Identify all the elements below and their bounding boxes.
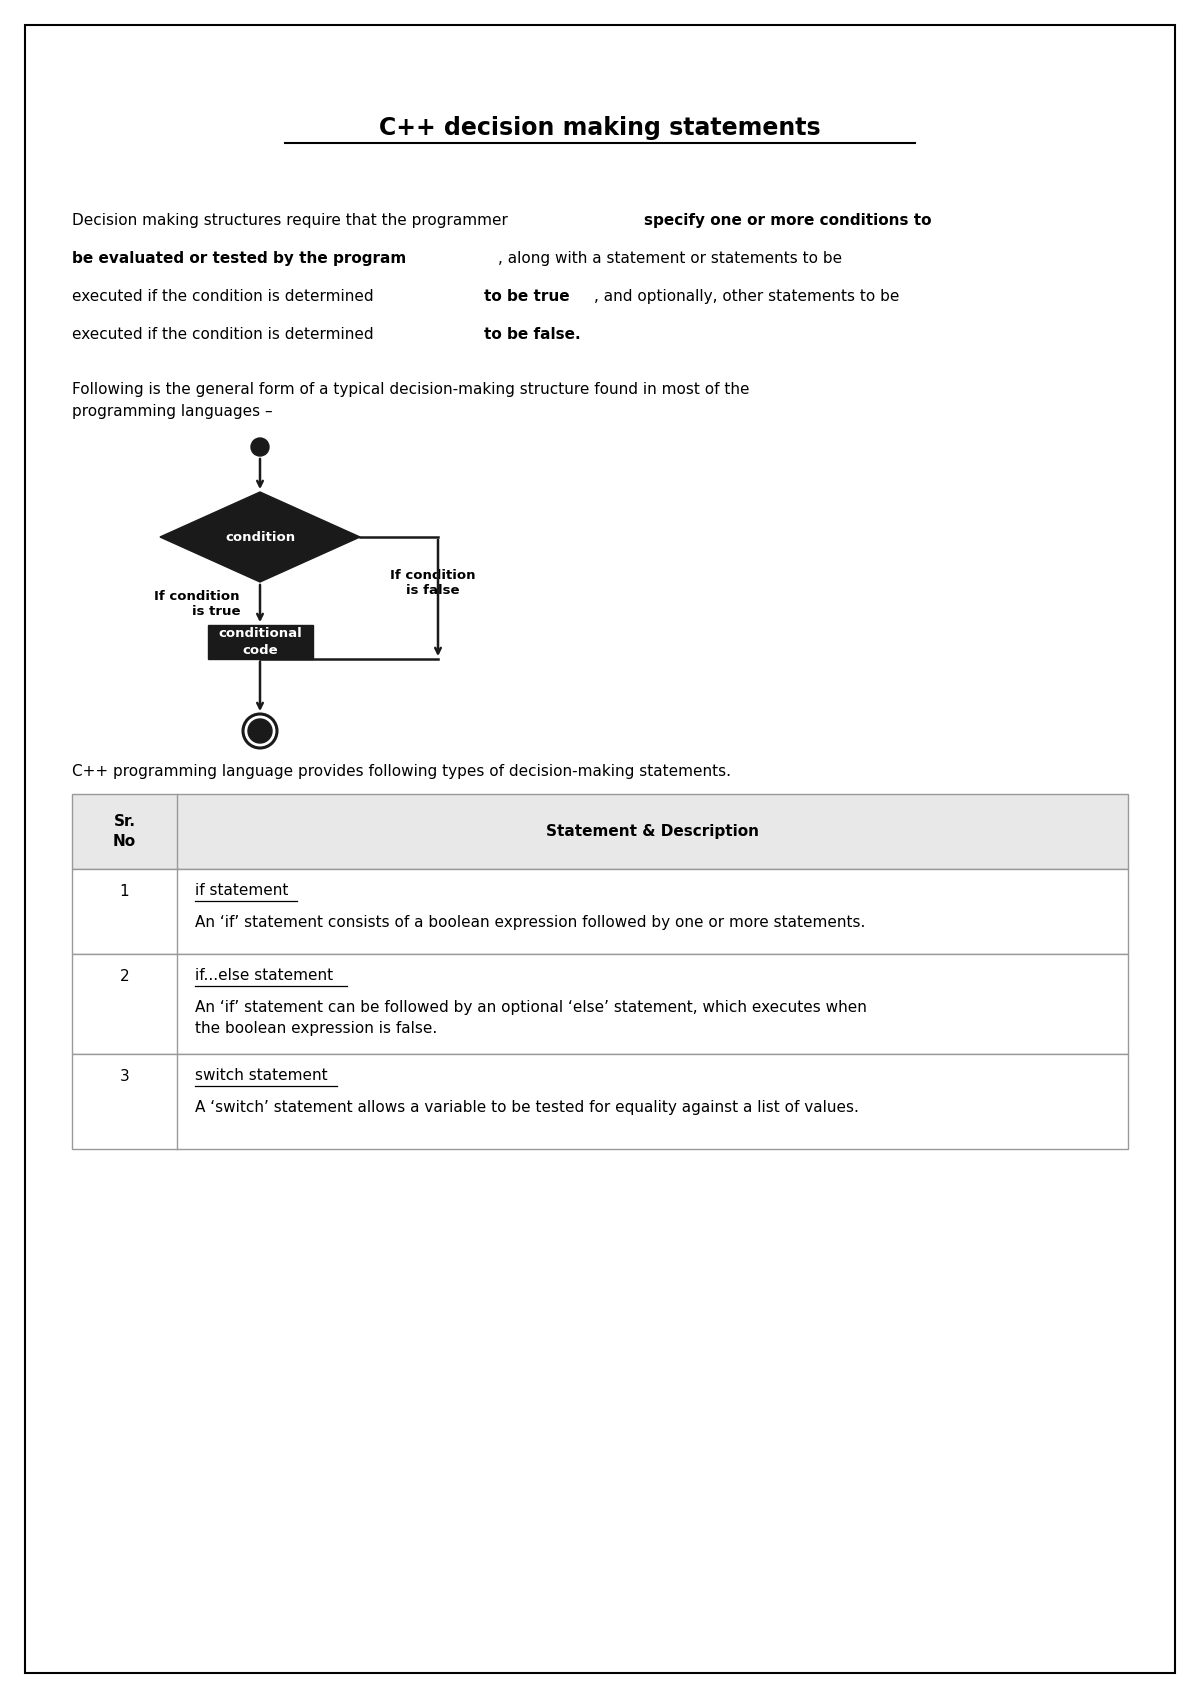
Text: 2: 2	[120, 970, 130, 985]
FancyBboxPatch shape	[72, 795, 1128, 869]
Text: if...else statement: if...else statement	[194, 968, 334, 983]
Circle shape	[242, 713, 277, 749]
Circle shape	[248, 718, 272, 744]
Text: be evaluated or tested by the program: be evaluated or tested by the program	[72, 251, 407, 267]
Text: conditional
code: conditional code	[218, 627, 302, 657]
Text: C++ decision making statements: C++ decision making statements	[379, 115, 821, 139]
FancyBboxPatch shape	[72, 954, 1128, 1054]
Text: specify one or more conditions to: specify one or more conditions to	[644, 212, 931, 228]
Text: , and optionally, other statements to be: , and optionally, other statements to be	[594, 289, 899, 304]
Text: An ‘if’ statement can be followed by an optional ‘else’ statement, which execute: An ‘if’ statement can be followed by an …	[194, 1000, 866, 1036]
Text: if statement: if statement	[194, 883, 288, 898]
Text: to be true: to be true	[484, 289, 570, 304]
Text: C++ programming language provides following types of decision-making statements.: C++ programming language provides follow…	[72, 764, 731, 779]
Text: Decision making structures require that the programmer: Decision making structures require that …	[72, 212, 512, 228]
Text: executed if the condition is determined: executed if the condition is determined	[72, 289, 378, 304]
Text: to be false.: to be false.	[484, 328, 581, 341]
Text: executed if the condition is determined: executed if the condition is determined	[72, 328, 378, 341]
FancyBboxPatch shape	[72, 869, 1128, 954]
Polygon shape	[160, 492, 360, 582]
FancyBboxPatch shape	[25, 25, 1175, 1673]
FancyBboxPatch shape	[208, 625, 312, 659]
Text: Sr.
No: Sr. No	[113, 813, 136, 849]
Text: Statement & Description: Statement & Description	[546, 824, 760, 839]
FancyBboxPatch shape	[72, 1054, 1128, 1150]
Text: A ‘switch’ statement allows a variable to be tested for equality against a list : A ‘switch’ statement allows a variable t…	[194, 1100, 859, 1116]
Text: , along with a statement or statements to be: , along with a statement or statements t…	[498, 251, 842, 267]
Text: 3: 3	[120, 1070, 130, 1083]
Text: condition: condition	[224, 530, 295, 543]
Text: If condition
is true: If condition is true	[155, 589, 240, 618]
Text: An ‘if’ statement consists of a boolean expression followed by one or more state: An ‘if’ statement consists of a boolean …	[194, 915, 865, 931]
Text: Following is the general form of a typical decision-making structure found in mo: Following is the general form of a typic…	[72, 382, 750, 419]
Text: If condition
is false: If condition is false	[390, 569, 475, 598]
Circle shape	[251, 438, 269, 457]
Text: 1: 1	[120, 885, 130, 898]
Text: switch statement: switch statement	[194, 1068, 328, 1083]
